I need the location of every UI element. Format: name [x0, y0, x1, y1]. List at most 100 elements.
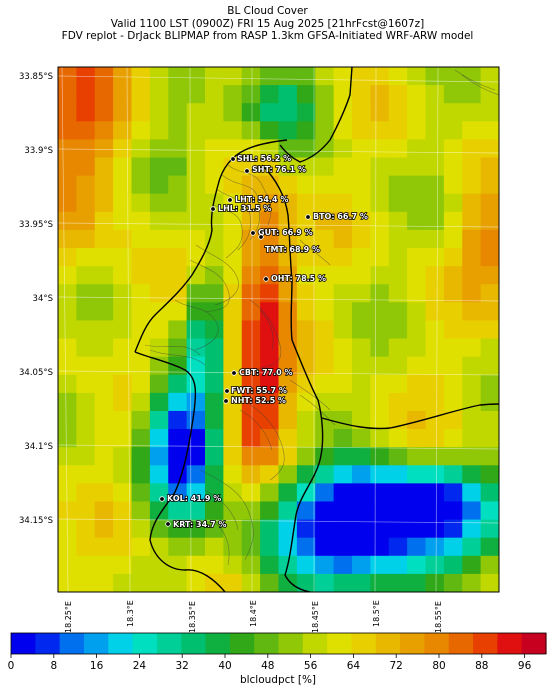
grid-cell — [462, 211, 482, 231]
grid-cell — [241, 501, 261, 521]
grid-cell — [223, 175, 243, 195]
grid-cell — [333, 465, 353, 484]
grid-cell — [333, 356, 353, 376]
grid-cell — [443, 175, 463, 195]
grid-cell — [315, 555, 335, 575]
station-bto[interactable]: BTO: 66.7 % — [305, 211, 369, 222]
grid-cell — [58, 320, 77, 340]
grid-cell — [352, 229, 371, 249]
station-lhl[interactable]: LHL: 31.5 % — [210, 203, 272, 214]
grid-cell — [186, 447, 206, 466]
grid-cell — [205, 211, 224, 231]
grid-cell — [241, 302, 261, 322]
grid-cell — [278, 429, 298, 448]
grid-cell — [333, 338, 353, 358]
grid-cell — [278, 374, 298, 394]
grid-cell — [352, 338, 371, 358]
grid-cell — [58, 447, 77, 466]
grid-cell — [462, 501, 482, 521]
grid-cell — [58, 573, 77, 592]
grid-cell — [388, 537, 408, 557]
grid-cell — [131, 157, 151, 177]
station-krt[interactable]: KRT: 34.7 % — [165, 519, 227, 530]
station-shl[interactable]: SHL: 56.2 % — [230, 153, 292, 164]
grid-cell — [94, 338, 114, 358]
grid-cell — [241, 519, 261, 539]
grid-cell — [370, 537, 390, 557]
grid-cell — [260, 374, 280, 394]
grid-cell — [58, 356, 77, 376]
colorbar-swatch — [302, 633, 328, 654]
grid-cell — [223, 573, 243, 592]
station-sht[interactable]: SHT: 76.1 % — [244, 164, 307, 175]
grid-cell — [94, 193, 114, 213]
grid-cell — [131, 465, 151, 484]
grid-cell — [425, 447, 445, 466]
colorbar-swatch — [375, 633, 401, 654]
grid-cell — [333, 573, 353, 592]
grid-cell — [425, 85, 445, 104]
grid-cell — [131, 501, 151, 521]
grid-cell — [76, 483, 96, 503]
grid-cell — [223, 483, 243, 503]
grid-cell — [260, 338, 280, 358]
grid-cell — [76, 266, 96, 285]
grid-cell — [168, 374, 188, 394]
grid-cell — [168, 302, 188, 322]
grid-cell — [352, 465, 371, 484]
grid-cell — [205, 229, 224, 249]
grid-cell — [278, 410, 298, 430]
station-oht[interactable]: OHT: 78.5 % — [263, 273, 327, 284]
grid-cell — [278, 537, 298, 557]
grid-cell — [407, 555, 427, 575]
grid-cell — [443, 537, 463, 557]
grid-cell — [462, 302, 482, 322]
grid-cell — [149, 139, 169, 159]
grid-cell — [480, 483, 499, 503]
station-nht[interactable]: NHT: 52.5 % — [223, 395, 287, 406]
grid-cell — [58, 338, 77, 358]
lat-tick-label: 34°S — [33, 294, 53, 304]
grid-cell — [76, 121, 96, 141]
grid-cell — [149, 338, 169, 358]
grid-cell — [149, 465, 169, 484]
grid-cell — [388, 121, 408, 141]
grid-cell — [149, 248, 169, 267]
grid-cell — [407, 573, 427, 592]
grid-cell — [205, 374, 224, 394]
grid-cell — [462, 555, 482, 575]
grid-cell — [352, 519, 371, 539]
grid-cell — [278, 85, 298, 104]
grid-cell — [333, 139, 353, 159]
station-label: NHT: 52.5 % — [231, 396, 286, 405]
station-fwt[interactable]: FWT: 55.7 % — [224, 385, 288, 396]
grid-cell — [352, 302, 371, 322]
grid-cell — [168, 139, 188, 159]
grid-cell — [58, 483, 77, 503]
grid-cell — [443, 429, 463, 448]
grid-cell — [223, 85, 243, 104]
colorbar-swatch — [327, 633, 353, 654]
grid-cell — [76, 248, 96, 267]
station-tmt[interactable]: TMT: 68.9 % — [258, 234, 321, 255]
station-cbt[interactable]: CBT: 77.0 % — [231, 367, 293, 378]
grid-cell — [223, 555, 243, 575]
grid-cell — [407, 103, 427, 122]
grid-cell — [131, 410, 151, 430]
grid-cell — [94, 139, 114, 159]
grid-cell — [76, 537, 96, 557]
station-lht[interactable]: LHT: 54.4 % — [227, 194, 289, 205]
station-gut[interactable]: GUT: 66.9 % — [250, 227, 313, 238]
grid-cell — [76, 410, 96, 430]
grid-cell — [462, 85, 482, 104]
grid-cell — [352, 266, 371, 285]
colorbar-swatch — [254, 633, 280, 654]
grid-cell — [205, 248, 224, 267]
grid-cell — [241, 410, 261, 430]
grid-cell — [205, 483, 224, 503]
grid-cell — [94, 501, 114, 521]
grid-cell — [113, 501, 133, 521]
grid-cell — [480, 266, 499, 285]
station-kol[interactable]: KOL: 41.9 % — [159, 493, 222, 504]
grid-cell — [480, 501, 499, 521]
